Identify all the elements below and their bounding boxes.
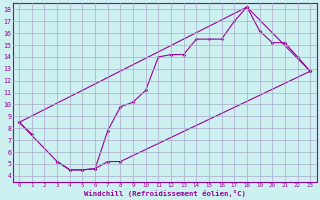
X-axis label: Windchill (Refroidissement éolien,°C): Windchill (Refroidissement éolien,°C) [84,190,246,197]
